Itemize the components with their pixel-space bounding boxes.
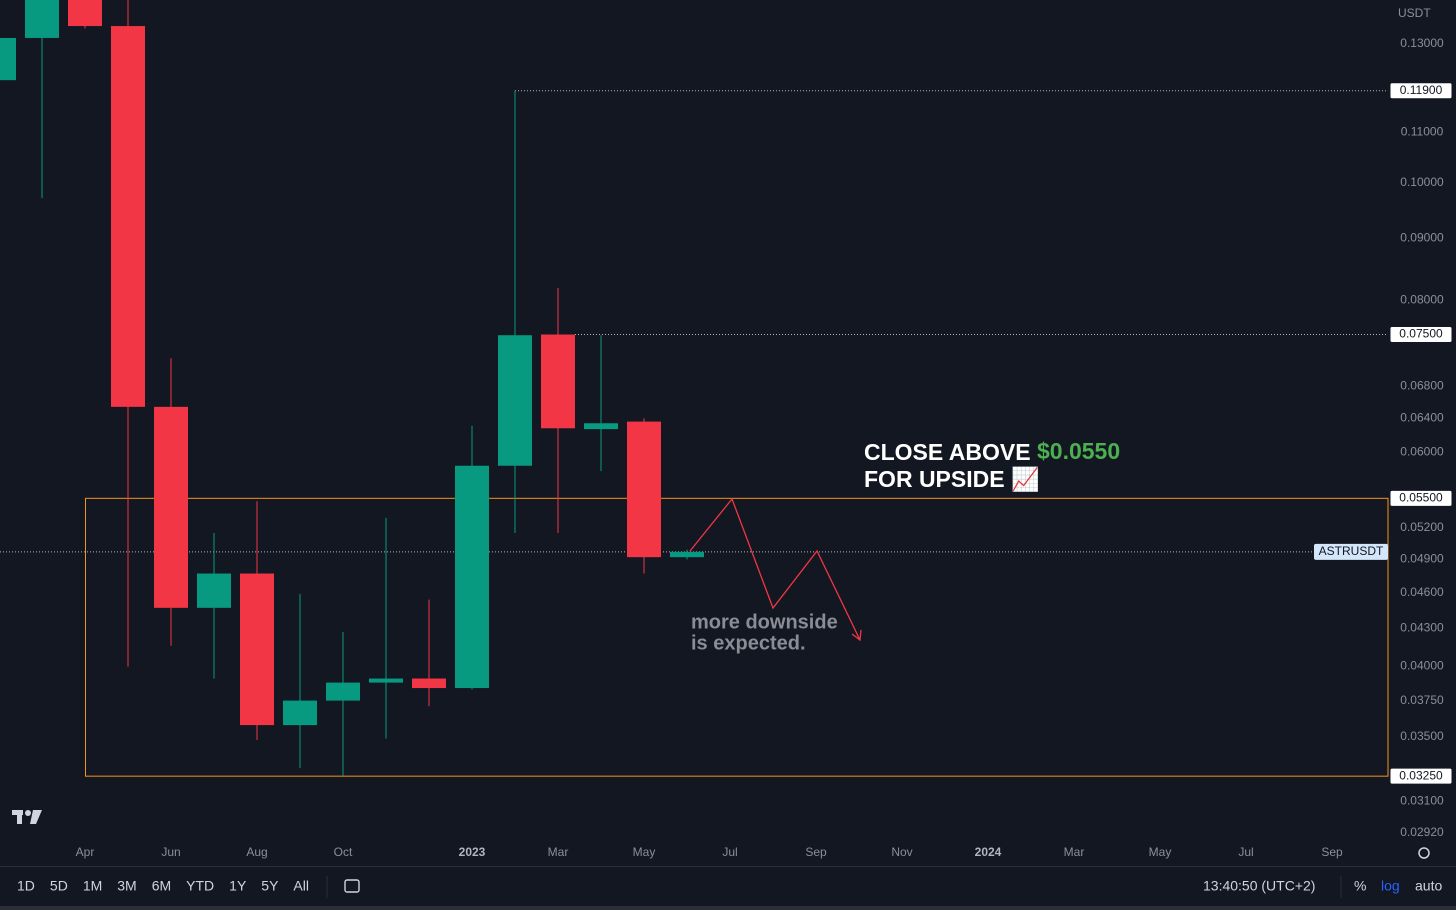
plot-area (0, 0, 1389, 777)
range-button[interactable]: 5D (50, 878, 68, 894)
currency-label[interactable]: USDT (1398, 6, 1431, 20)
range-box (85, 497, 1389, 777)
candle-body (25, 0, 59, 38)
candle-body (369, 678, 403, 683)
range-button[interactable]: 5Y (261, 878, 279, 894)
x-tick-label: May (1149, 845, 1172, 859)
candle-body (412, 678, 446, 689)
x-tick-label: May (633, 845, 656, 859)
candle-body (111, 26, 145, 407)
y-tick-label: 0.04600 (1400, 585, 1444, 599)
candle-body (627, 421, 661, 558)
y-tick-label: 0.04000 (1400, 659, 1444, 673)
y-tick-label: 0.06000 (1400, 445, 1444, 459)
x-tick-label: Jun (161, 845, 180, 859)
clock: 13:40:50 (UTC+2) (1203, 878, 1315, 894)
projection-arrow (851, 629, 862, 642)
y-tick-label: 0.09000 (1400, 230, 1444, 244)
candle-body (68, 0, 102, 27)
y-tick-label: 0.11000 (1401, 124, 1444, 138)
logo-part (17, 810, 22, 824)
y-tick-label: 0.10000 (1400, 175, 1444, 189)
x-tick-label: Jul (722, 845, 737, 859)
candle-body (326, 682, 360, 701)
date-range-icon[interactable] (344, 879, 360, 893)
x-tick-label: Oct (334, 845, 353, 859)
annotation-price: $0.0550 (1037, 438, 1120, 464)
candle-body (584, 423, 618, 430)
y-tick-label: 0.02920 (1400, 825, 1444, 839)
range-button[interactable]: 1M (83, 878, 102, 894)
price-label-box (1389, 489, 1453, 507)
range-button[interactable]: All (293, 878, 309, 894)
x-tick-label: Apr (76, 845, 95, 859)
candle-body (670, 551, 704, 558)
y-tick-label: 0.06800 (1400, 378, 1444, 392)
percent-toggle[interactable]: % (1354, 878, 1366, 894)
range-button[interactable]: 3M (117, 878, 136, 894)
symbol-label-box (1314, 543, 1388, 560)
annotation-headline: CLOSE ABOVE (864, 439, 1031, 465)
x-tick-label: Nov (891, 845, 912, 859)
x-tick-label: 2023 (459, 845, 486, 859)
y-tick-label: 0.03100 (1400, 793, 1444, 807)
price-label: 0.03250 (1399, 768, 1443, 782)
x-tick-label: Jul (1238, 845, 1253, 859)
candle-body (283, 700, 317, 726)
candle-body (0, 37, 16, 81)
candle-body (541, 334, 575, 429)
symbol-label: ASTRUSDT (1319, 544, 1384, 558)
log-toggle[interactable]: log (1381, 878, 1400, 894)
candle-body (154, 406, 188, 608)
bottom-strip (0, 906, 1456, 910)
settings-icon[interactable] (1418, 847, 1430, 859)
x-tick-label: 2024 (975, 845, 1002, 859)
price-label-box (1389, 326, 1453, 344)
price-label: 0.07500 (1399, 327, 1443, 341)
range-button[interactable]: 1D (17, 878, 35, 894)
candle-body (455, 465, 489, 689)
price-label: 0.11900 (1400, 83, 1443, 97)
x-tick-label: Mar (548, 845, 569, 859)
x-tick-label: Sep (1321, 845, 1343, 859)
annotation-subline: FOR UPSIDE 📈 (864, 466, 1040, 493)
y-tick-label: 0.04300 (1400, 620, 1444, 634)
y-tick-label: 0.08000 (1400, 293, 1444, 307)
y-tick-label: 0.06400 (1400, 410, 1444, 424)
y-tick-label: 0.03750 (1400, 693, 1444, 707)
x-tick-label: Aug (246, 845, 267, 859)
price-label-box (1389, 767, 1453, 785)
candle-body (240, 573, 274, 726)
price-label-box (1389, 82, 1453, 100)
annotation-note: is expected. (691, 632, 806, 654)
y-tick-label: 0.04900 (1400, 551, 1444, 565)
logo-part (30, 810, 42, 824)
x-tick-label: Mar (1064, 845, 1085, 859)
candle-body (498, 335, 532, 466)
range-button[interactable]: 6M (152, 878, 171, 894)
logo-part (25, 810, 31, 816)
x-tick-label: Sep (805, 845, 827, 859)
candle-body (197, 573, 231, 608)
price-label: 0.05500 (1399, 490, 1443, 504)
range-button[interactable]: 1Y (229, 878, 247, 894)
tv-logo (12, 810, 42, 824)
y-tick-label: 0.05200 (1400, 520, 1444, 534)
y-tick-label: 0.03500 (1400, 729, 1444, 743)
range-button[interactable]: YTD (186, 878, 214, 894)
y-tick-label: 0.13000 (1400, 36, 1444, 50)
auto-toggle[interactable]: auto (1415, 878, 1442, 894)
annotation-note: more downside (691, 611, 838, 633)
projection-path (689, 497, 861, 641)
